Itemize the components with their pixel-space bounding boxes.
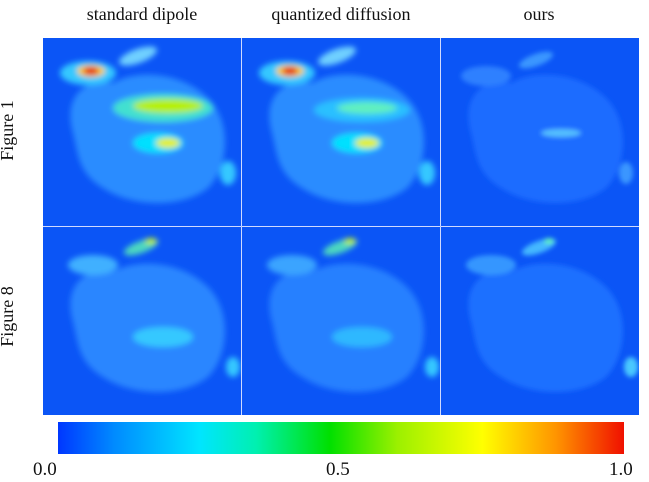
colorbar-mid-label: 0.5 [326, 459, 350, 480]
panel-figure1-quantized-diffusion [242, 38, 440, 226]
bunny-heatmap-image [461, 51, 633, 203]
panel-figure1-standard-dipole [43, 38, 241, 226]
panel-figure8-quantized-diffusion [242, 227, 440, 415]
bunny-heatmap-image [267, 238, 439, 392]
panel-figure8-ours [441, 227, 639, 415]
grid-divider [43, 226, 639, 227]
bunny-heatmap-image [259, 46, 435, 203]
bunny-heatmap-image [466, 238, 638, 392]
panel-figure1-ours [441, 38, 639, 226]
colorbar [58, 422, 624, 454]
bunny-heatmap-image [68, 238, 240, 392]
grid-divider [440, 38, 441, 415]
column-label-standard-dipole: standard dipole [86, 4, 198, 24]
panel-figure8-standard-dipole [43, 227, 241, 415]
column-label-ours: ours [523, 4, 555, 24]
colorbar-max-label: 1.0 [609, 459, 633, 480]
colorbar-min-label: 0.0 [33, 459, 57, 480]
row-label-figure-8: Figure 8 [0, 286, 17, 347]
grid-divider [241, 38, 242, 415]
bunny-heatmap-image [60, 46, 236, 203]
column-label-quantized-diffusion: quantized diffusion [271, 4, 411, 24]
row-label-figure-1: Figure 1 [0, 100, 17, 161]
heatmap-grid [43, 38, 639, 415]
